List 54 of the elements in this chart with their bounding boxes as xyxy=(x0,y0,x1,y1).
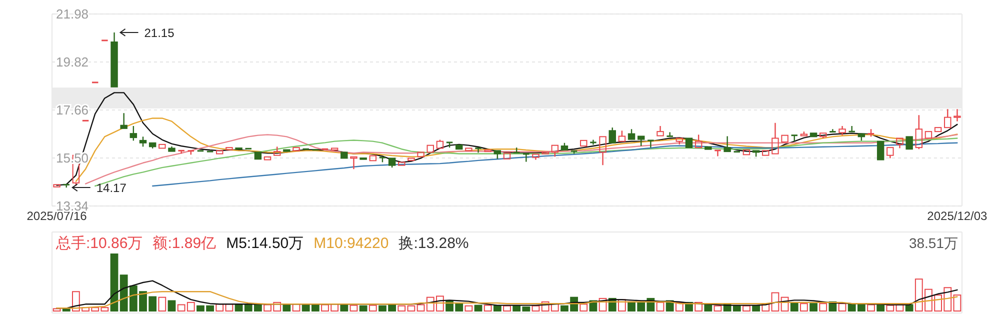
bar xyxy=(580,304,588,312)
bar xyxy=(407,305,416,312)
x-tick-label: 2025/07/16 xyxy=(26,209,88,223)
bar xyxy=(905,304,914,312)
bar xyxy=(780,296,789,312)
bar xyxy=(771,292,780,312)
bar xyxy=(694,302,703,312)
bar xyxy=(158,296,166,312)
bar xyxy=(110,254,118,312)
bar xyxy=(168,300,176,312)
x-tick-label: 2025/12/03 xyxy=(927,209,988,223)
bar xyxy=(340,304,348,312)
bar xyxy=(810,303,818,312)
bar xyxy=(350,304,358,312)
y-tick-label: 21.98 xyxy=(56,6,89,22)
bar xyxy=(886,304,894,312)
bar xyxy=(359,305,368,312)
bar xyxy=(416,304,425,312)
bar xyxy=(398,305,406,312)
bar xyxy=(292,304,300,312)
bar xyxy=(656,302,664,312)
text: 换:13.28% xyxy=(398,235,469,252)
bar xyxy=(800,303,808,312)
text: M10:94220 xyxy=(314,235,389,252)
bar xyxy=(618,299,626,312)
y-tick-label: 17.66 xyxy=(56,102,89,118)
bar xyxy=(503,305,511,312)
bar xyxy=(819,303,828,312)
bar xyxy=(598,298,607,312)
text: M5:14.50万 xyxy=(226,235,304,252)
bar xyxy=(762,304,770,312)
annotation: 14.17 xyxy=(96,181,127,196)
bar xyxy=(704,304,712,312)
bar xyxy=(790,302,798,312)
annotation: 21.15 xyxy=(144,26,175,40)
bar xyxy=(484,304,492,312)
text: 38.51万 xyxy=(908,235,958,251)
text: 总手:10.86万 xyxy=(55,235,143,252)
bar xyxy=(838,303,846,312)
y-tick-label: 19.82 xyxy=(56,54,89,70)
bar xyxy=(953,294,962,312)
bar xyxy=(368,304,377,312)
bar xyxy=(493,305,502,312)
bar xyxy=(742,305,750,312)
bar xyxy=(225,304,234,312)
bar xyxy=(474,304,482,312)
bar xyxy=(464,305,473,312)
bar xyxy=(752,305,760,312)
bar xyxy=(675,302,684,312)
bar xyxy=(714,305,722,312)
bar xyxy=(532,305,540,312)
bar xyxy=(52,308,61,312)
bar xyxy=(867,304,875,312)
text: 额:1.89亿 xyxy=(152,235,216,252)
